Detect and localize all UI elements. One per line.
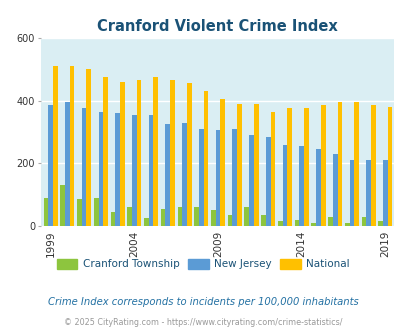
Bar [81, 109, 86, 226]
Bar [303, 109, 308, 226]
Bar [237, 104, 241, 226]
Bar [349, 160, 354, 226]
Bar [127, 207, 132, 226]
Bar [144, 218, 148, 226]
Bar [48, 105, 53, 226]
Bar [344, 223, 349, 226]
Bar [60, 185, 65, 226]
Bar [198, 129, 203, 226]
Bar [387, 107, 392, 226]
Bar [332, 154, 337, 226]
Bar [98, 112, 103, 226]
Bar [232, 129, 237, 226]
Bar [211, 211, 215, 226]
Legend: Cranford Township, New Jersey, National: Cranford Township, New Jersey, National [52, 255, 353, 274]
Bar [215, 130, 220, 226]
Bar [86, 69, 91, 226]
Bar [270, 112, 275, 226]
Bar [65, 102, 70, 226]
Bar [370, 105, 375, 226]
Bar [43, 198, 48, 226]
Bar [136, 80, 141, 226]
Bar [365, 160, 370, 226]
Bar [327, 217, 332, 226]
Bar [115, 113, 119, 226]
Bar [277, 221, 282, 226]
Bar [177, 207, 182, 226]
Bar [315, 149, 320, 226]
Bar [110, 212, 115, 226]
Bar [244, 207, 249, 226]
Bar [103, 77, 108, 226]
Bar [220, 99, 224, 226]
Bar [160, 209, 165, 226]
Bar [94, 198, 98, 226]
Bar [253, 104, 258, 226]
Bar [298, 146, 303, 226]
Bar [182, 123, 186, 226]
Bar [337, 102, 341, 226]
Bar [165, 124, 170, 226]
Bar [382, 160, 387, 226]
Bar [77, 199, 81, 226]
Bar [311, 223, 315, 226]
Bar [249, 135, 253, 226]
Bar [148, 115, 153, 226]
Text: © 2025 CityRating.com - https://www.cityrating.com/crime-statistics/: © 2025 CityRating.com - https://www.city… [64, 318, 341, 327]
Bar [203, 91, 208, 226]
Bar [377, 221, 382, 226]
Bar [70, 66, 74, 226]
Bar [132, 115, 136, 226]
Bar [186, 83, 191, 226]
Bar [287, 109, 291, 226]
Bar [265, 137, 270, 226]
Bar [194, 207, 198, 226]
Text: Crime Index corresponds to incidents per 100,000 inhabitants: Crime Index corresponds to incidents per… [47, 297, 358, 307]
Bar [294, 220, 298, 226]
Bar [170, 80, 175, 226]
Bar [119, 82, 124, 226]
Bar [354, 102, 358, 226]
Bar [282, 145, 287, 226]
Bar [227, 215, 232, 226]
Bar [260, 215, 265, 226]
Bar [361, 217, 365, 226]
Bar [153, 77, 158, 226]
Bar [320, 105, 325, 226]
Bar [53, 66, 58, 226]
Title: Cranford Violent Crime Index: Cranford Violent Crime Index [97, 19, 337, 34]
